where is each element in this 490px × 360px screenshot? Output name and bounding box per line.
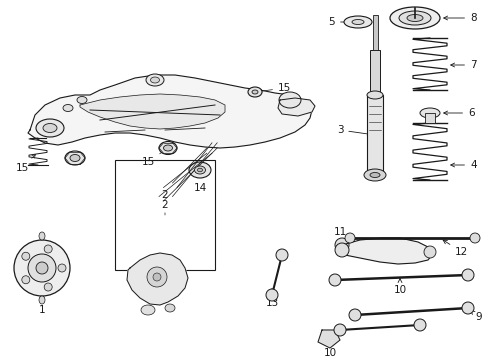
Circle shape [44, 283, 52, 291]
Ellipse shape [65, 151, 85, 165]
Bar [425, 113, 435, 123]
Bar [372, 15, 377, 50]
Text: 9: 9 [470, 310, 482, 322]
Text: 8: 8 [444, 13, 477, 23]
Ellipse shape [407, 14, 423, 22]
Ellipse shape [39, 232, 45, 240]
Ellipse shape [279, 92, 301, 108]
Text: 15: 15 [259, 83, 291, 93]
Text: 1: 1 [39, 294, 45, 315]
Ellipse shape [364, 169, 386, 181]
Circle shape [462, 302, 474, 314]
Text: 15: 15 [142, 150, 165, 167]
Ellipse shape [195, 166, 205, 174]
Circle shape [14, 240, 70, 296]
Ellipse shape [252, 90, 258, 94]
Circle shape [153, 273, 161, 281]
Text: 2: 2 [162, 190, 168, 200]
Polygon shape [318, 330, 340, 348]
Ellipse shape [352, 19, 364, 24]
Circle shape [470, 233, 480, 243]
Text: 10: 10 [393, 279, 407, 295]
Circle shape [414, 319, 426, 331]
Bar [115, 160, 215, 270]
Ellipse shape [146, 74, 164, 86]
Ellipse shape [164, 145, 172, 151]
Circle shape [335, 238, 349, 252]
Ellipse shape [344, 16, 372, 28]
Polygon shape [80, 94, 225, 129]
Ellipse shape [36, 119, 64, 137]
Circle shape [424, 246, 436, 258]
Polygon shape [278, 98, 315, 116]
Text: 7: 7 [451, 60, 477, 70]
Text: 15: 15 [15, 154, 35, 173]
Ellipse shape [63, 104, 73, 112]
Ellipse shape [39, 296, 45, 304]
Ellipse shape [399, 11, 431, 25]
Circle shape [266, 289, 278, 301]
Ellipse shape [43, 123, 57, 132]
Circle shape [276, 249, 288, 261]
Circle shape [22, 276, 30, 284]
Circle shape [22, 252, 30, 260]
Ellipse shape [159, 141, 177, 154]
Circle shape [345, 233, 355, 243]
Text: 14: 14 [194, 174, 207, 193]
Circle shape [36, 262, 48, 274]
Text: 4: 4 [451, 160, 477, 170]
Ellipse shape [390, 7, 440, 29]
Polygon shape [127, 253, 188, 305]
Polygon shape [340, 238, 432, 264]
Ellipse shape [370, 172, 380, 177]
Text: 11: 11 [333, 227, 346, 244]
Circle shape [335, 243, 349, 257]
Text: 10: 10 [323, 341, 337, 358]
Ellipse shape [197, 168, 202, 172]
Text: 13: 13 [266, 289, 279, 308]
Text: 2: 2 [162, 200, 168, 215]
Circle shape [44, 245, 52, 253]
Ellipse shape [77, 96, 87, 104]
Ellipse shape [189, 162, 211, 178]
Ellipse shape [141, 305, 155, 315]
Ellipse shape [367, 91, 383, 99]
Circle shape [462, 269, 474, 281]
Circle shape [349, 309, 361, 321]
Ellipse shape [420, 108, 440, 118]
Text: 6: 6 [444, 108, 475, 118]
Text: 12: 12 [443, 240, 468, 257]
Text: 3: 3 [337, 125, 371, 136]
Ellipse shape [248, 87, 262, 97]
Circle shape [329, 274, 341, 286]
Circle shape [147, 267, 167, 287]
Ellipse shape [70, 154, 80, 162]
Circle shape [28, 254, 56, 282]
Bar [370, 50, 380, 95]
Circle shape [334, 324, 346, 336]
Bar [367, 95, 383, 175]
Ellipse shape [165, 304, 175, 312]
Circle shape [58, 264, 66, 272]
Text: 5: 5 [328, 17, 354, 27]
Polygon shape [28, 75, 312, 148]
Ellipse shape [150, 77, 160, 83]
